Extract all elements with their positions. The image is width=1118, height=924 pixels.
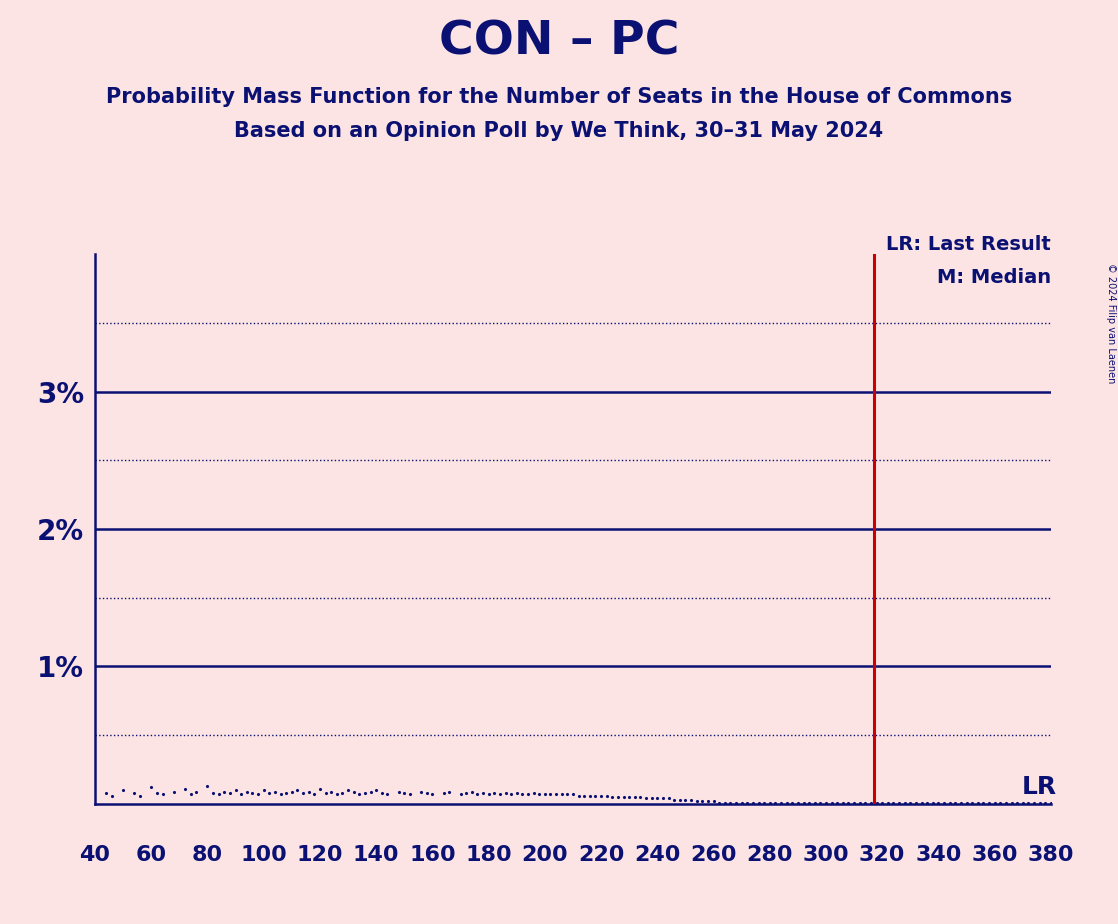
Text: 200: 200 bbox=[522, 845, 568, 865]
Text: 180: 180 bbox=[465, 845, 512, 865]
Text: 280: 280 bbox=[747, 845, 793, 865]
Text: 220: 220 bbox=[578, 845, 624, 865]
Text: © 2024 Filip van Laenen: © 2024 Filip van Laenen bbox=[1106, 263, 1116, 383]
Text: 120: 120 bbox=[296, 845, 343, 865]
Text: M: Median: M: Median bbox=[937, 268, 1051, 286]
Text: 160: 160 bbox=[409, 845, 456, 865]
Text: LR: LR bbox=[1022, 775, 1057, 799]
Text: Based on an Opinion Poll by We Think, 30–31 May 2024: Based on an Opinion Poll by We Think, 30… bbox=[235, 121, 883, 141]
Text: 260: 260 bbox=[690, 845, 737, 865]
Text: Probability Mass Function for the Number of Seats in the House of Commons: Probability Mass Function for the Number… bbox=[106, 87, 1012, 107]
Text: 40: 40 bbox=[79, 845, 111, 865]
Text: CON – PC: CON – PC bbox=[438, 19, 680, 64]
Text: 300: 300 bbox=[803, 845, 850, 865]
Text: 240: 240 bbox=[634, 845, 681, 865]
Text: 320: 320 bbox=[859, 845, 906, 865]
Text: 80: 80 bbox=[192, 845, 224, 865]
Text: 360: 360 bbox=[972, 845, 1018, 865]
Text: 100: 100 bbox=[240, 845, 287, 865]
Text: 340: 340 bbox=[916, 845, 961, 865]
Text: LR: Last Result: LR: Last Result bbox=[887, 236, 1051, 254]
Text: 60: 60 bbox=[135, 845, 167, 865]
Text: 140: 140 bbox=[353, 845, 399, 865]
Text: 380: 380 bbox=[1027, 845, 1074, 865]
